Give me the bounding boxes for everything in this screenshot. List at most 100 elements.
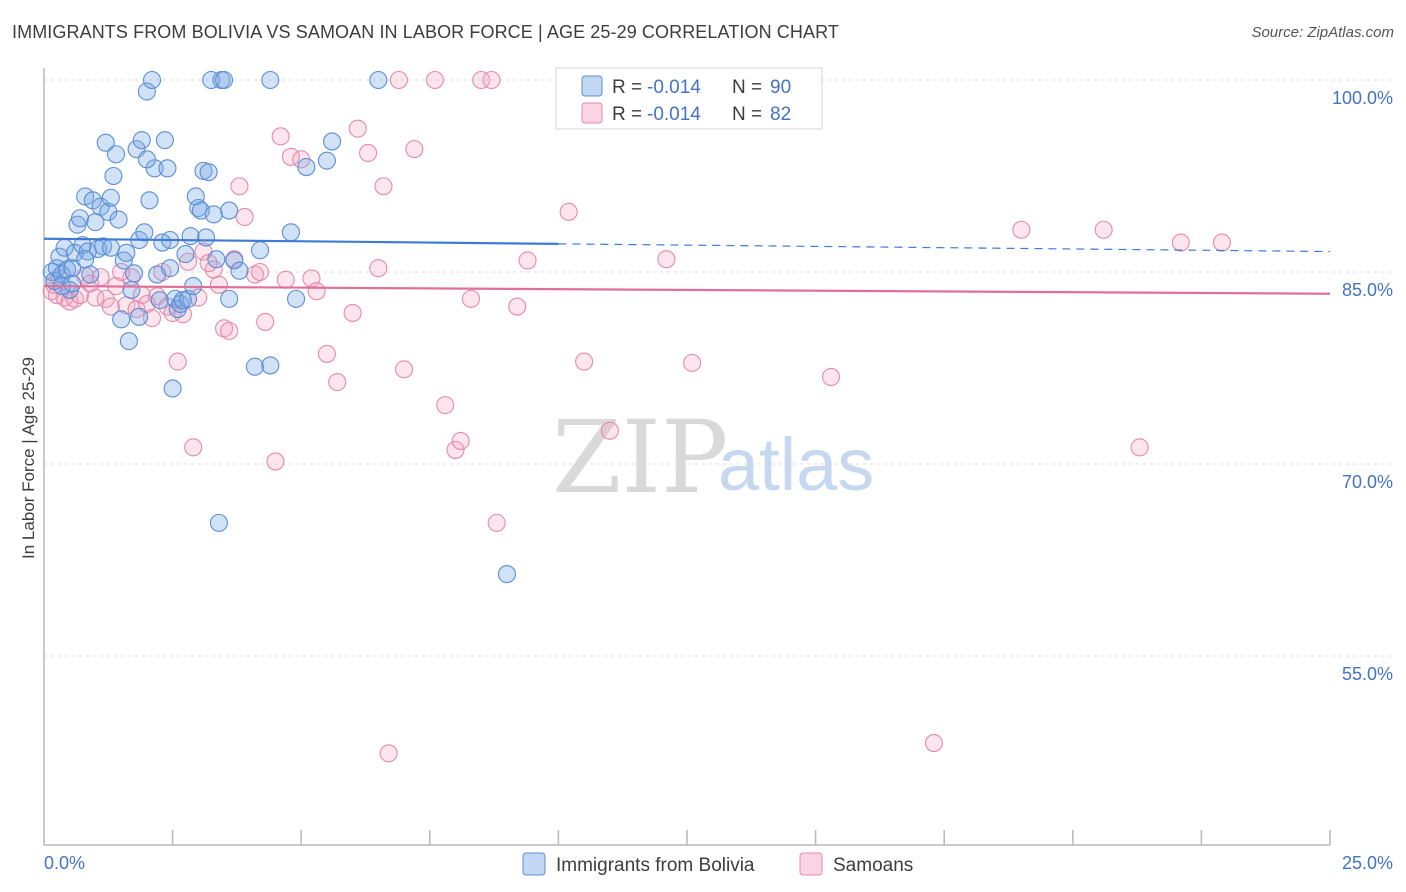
samoans-point [575, 352, 594, 371]
samoans-point [451, 431, 470, 451]
samoans-point [276, 270, 295, 289]
bolivia-point [142, 70, 162, 90]
bolivia-point [101, 238, 120, 257]
bolivia-point [99, 202, 118, 221]
bolivia-point [261, 356, 280, 375]
samoans-point [683, 353, 702, 372]
bolivia-point [281, 223, 300, 242]
samoans-point [235, 207, 254, 227]
bolivia-point [81, 265, 100, 284]
samoans-point [348, 119, 367, 138]
bolivia-point [176, 245, 195, 264]
legend-n-value-bolivia: 90 [770, 77, 791, 98]
samoans-point [101, 297, 120, 316]
samoans-point [343, 303, 362, 323]
bolivia-point [65, 243, 84, 262]
series-bolivia [42, 70, 517, 584]
samoans-point [374, 177, 393, 196]
bolivia-point [135, 223, 154, 242]
bolivia-point [160, 259, 180, 278]
legend-r-value-bolivia: -0.014 [647, 77, 701, 98]
watermark-zip: ZIP [552, 399, 728, 516]
bolivia-point [104, 166, 123, 186]
bolivia-point [101, 188, 120, 207]
legend-swatch-bolivia [581, 75, 603, 97]
bolivia-point [112, 310, 131, 329]
bolivia-point [181, 227, 200, 246]
samoans-point [482, 70, 501, 90]
bolivia-point [323, 132, 342, 151]
y-tick-labels: 100.0% 85.0% 70.0% 55.0% [1332, 88, 1393, 684]
bolivia-point [220, 201, 239, 220]
bolivia-point [158, 159, 177, 178]
samoans-point [395, 360, 414, 379]
bolivia-point [369, 70, 388, 90]
samoans-point [266, 452, 285, 471]
bolivia-point [261, 70, 280, 90]
samoans-point [600, 421, 619, 440]
bolivia-trend-solid [43, 237, 559, 245]
samoans-point [230, 177, 249, 196]
bolivia-point [287, 289, 306, 308]
samoans-point [657, 250, 676, 269]
x-tick-label-max: 25.0% [1342, 853, 1393, 873]
legend-n-label-samoans: N = [732, 104, 762, 125]
bottom-legend-label-bolivia: Immigrants from Bolivia [556, 855, 755, 876]
legend-n-value-samoans: 82 [770, 104, 791, 125]
bolivia-point [497, 565, 517, 584]
bolivia-point [189, 198, 208, 218]
samoans-point [317, 344, 336, 363]
samoans-point [446, 440, 465, 459]
bolivia-point [245, 357, 264, 376]
bolivia-point [204, 205, 223, 224]
bottom-legend-swatch-bolivia [522, 852, 546, 876]
bolivia-point [186, 187, 205, 206]
bolivia-point [202, 70, 221, 90]
samoans-point [220, 321, 239, 340]
samoans-point [1171, 233, 1190, 252]
y-tick-label: 85.0% [1342, 280, 1393, 300]
bolivia-point [109, 210, 128, 229]
samoans-point [379, 744, 398, 763]
samoans-point [389, 70, 408, 90]
samoans-point [924, 733, 943, 753]
samoans-point [250, 262, 270, 282]
bolivia-point [207, 250, 226, 269]
legend-r-label-bolivia: R = [612, 77, 642, 98]
bolivia-trend-dashed [558, 243, 1331, 253]
legend-n-label-bolivia: N = [732, 77, 762, 98]
chart-source: Source: ZipAtlas.com [1251, 24, 1394, 41]
samoans-point [472, 70, 491, 90]
samoans-point [112, 262, 131, 282]
legend-r-label-samoans: R = [612, 104, 642, 125]
chart-title: IMMIGRANTS FROM BOLIVIA VS SAMOAN IN LAB… [12, 22, 839, 42]
y-tick-label: 100.0% [1332, 88, 1393, 108]
bolivia-point [317, 151, 336, 170]
samoans-point [168, 352, 187, 371]
bolivia-point [96, 133, 115, 152]
bolivia-point [137, 150, 156, 169]
bottom-legend: Immigrants from Bolivia Samoans [522, 852, 913, 876]
samoans-point [487, 513, 506, 532]
bolivia-point [155, 131, 174, 150]
bolivia-point [214, 70, 234, 90]
samoans-point [508, 297, 527, 316]
samoans-point [1012, 220, 1031, 239]
samoans-point [369, 259, 388, 278]
samoans-point [821, 367, 841, 387]
bolivia-point [140, 191, 159, 210]
y-tick-label: 70.0% [1342, 472, 1393, 492]
samoans-point [209, 275, 228, 294]
bolivia-point [199, 163, 218, 182]
samoans-point [214, 319, 234, 338]
legend-swatch-samoans [581, 102, 603, 124]
bolivia-point [76, 250, 95, 269]
bolivia-point [166, 289, 185, 308]
samoans-point [281, 147, 300, 166]
samoans-point [245, 265, 264, 284]
samoans-point [256, 312, 275, 331]
trend-lines [43, 237, 1331, 295]
legend-box: R = -0.014 N = 90 R = -0.014 N = 82 [555, 67, 823, 130]
series-samoans [42, 70, 1232, 763]
